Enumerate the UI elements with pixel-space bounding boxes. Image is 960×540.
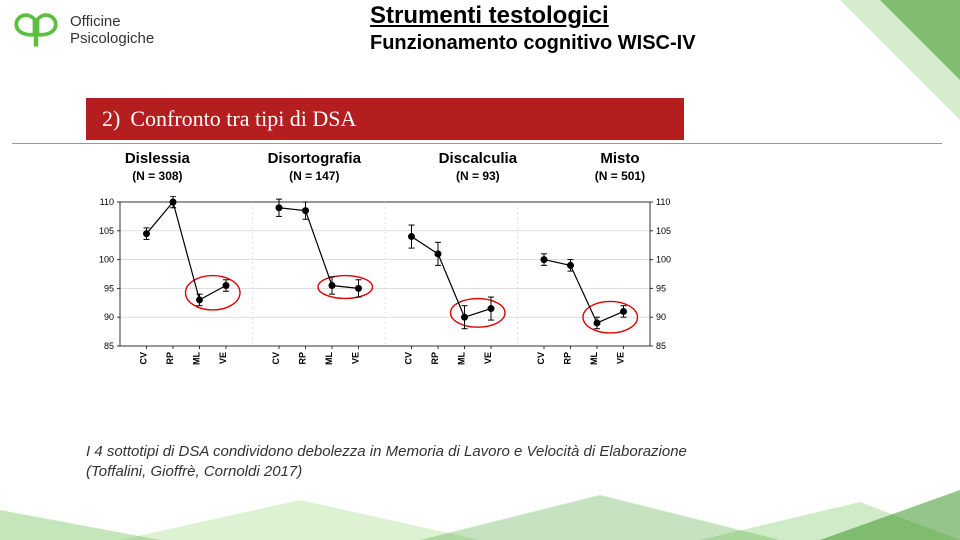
- svg-text:RP: RP: [298, 352, 308, 365]
- svg-text:VE: VE: [351, 352, 361, 364]
- svg-text:CV: CV: [139, 352, 149, 365]
- svg-text:ML: ML: [457, 352, 467, 365]
- svg-text:90: 90: [656, 312, 666, 322]
- svg-text:95: 95: [104, 283, 114, 293]
- svg-text:ML: ML: [192, 352, 202, 365]
- svg-text:VE: VE: [218, 352, 228, 364]
- svg-text:CV: CV: [536, 352, 546, 365]
- heading-text: Confronto tra tipi di DSA: [130, 106, 356, 132]
- svg-text:105: 105: [99, 226, 114, 236]
- figure-caption: I 4 sottotipi di DSA condividono debolez…: [86, 442, 706, 483]
- rule: [12, 143, 942, 144]
- svg-text:ML: ML: [324, 352, 334, 365]
- page-title: Strumenti testologici: [370, 2, 930, 30]
- svg-text:95: 95: [656, 283, 666, 293]
- group-label: Disortografia(N = 147): [268, 150, 361, 183]
- svg-text:RP: RP: [563, 352, 573, 365]
- svg-text:100: 100: [99, 255, 114, 265]
- decorative-footer: [0, 480, 960, 540]
- brand-line2: Psicologiche: [70, 30, 154, 47]
- svg-text:VE: VE: [483, 352, 493, 364]
- svg-text:CV: CV: [404, 352, 414, 365]
- heading-number: 2): [102, 106, 120, 132]
- group-label: Discalculia(N = 93): [439, 150, 517, 183]
- brand-logo: Officine Psicologiche: [12, 8, 154, 52]
- svg-text:85: 85: [104, 341, 114, 351]
- section-heading: 2) Confronto tra tipi di DSA: [86, 98, 684, 140]
- group-labels: Dislessia(N = 308) Disortografia(N = 147…: [86, 150, 684, 183]
- svg-text:110: 110: [656, 197, 670, 207]
- page-subtitle: Funzionamento cognitivo WISC-IV: [370, 32, 930, 55]
- svg-text:RP: RP: [165, 352, 175, 365]
- svg-text:100: 100: [656, 255, 671, 265]
- svg-text:110: 110: [100, 197, 114, 207]
- svg-text:ML: ML: [589, 352, 599, 365]
- svg-text:CV: CV: [271, 352, 281, 365]
- svg-text:105: 105: [656, 226, 671, 236]
- group-label: Misto(N = 501): [595, 150, 645, 183]
- leaf-icon: [12, 8, 60, 52]
- svg-text:85: 85: [656, 341, 666, 351]
- title-block: Strumenti testologici Funzionamento cogn…: [370, 2, 930, 55]
- svg-text:RP: RP: [430, 352, 440, 365]
- group-label: Dislessia(N = 308): [125, 150, 190, 183]
- dsa-profile-chart: 85 85 90 90 95 95 100 100 105 105 110 110 CV RP ML VE CV…: [86, 196, 684, 380]
- brand-line1: Officine: [70, 13, 154, 30]
- svg-text:90: 90: [104, 312, 114, 322]
- svg-text:VE: VE: [616, 352, 626, 364]
